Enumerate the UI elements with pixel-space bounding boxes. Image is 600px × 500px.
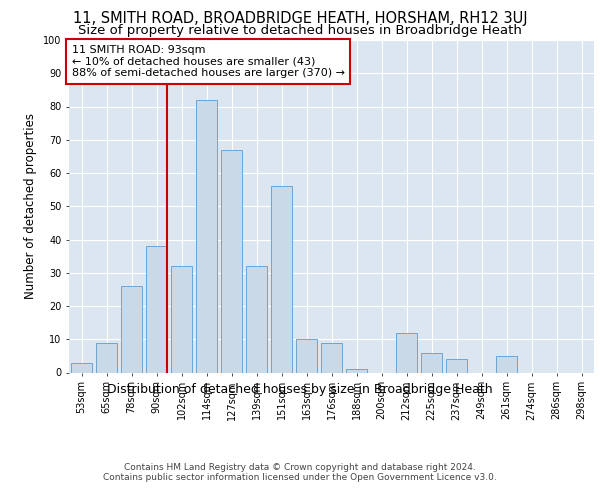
- Bar: [246, 266, 267, 372]
- Bar: [321, 342, 342, 372]
- Bar: [346, 369, 367, 372]
- Bar: [96, 342, 117, 372]
- Text: Distribution of detached houses by size in Broadbridge Heath: Distribution of detached houses by size …: [107, 382, 493, 396]
- Bar: [496, 356, 517, 372]
- Bar: [121, 286, 142, 372]
- Bar: [221, 150, 242, 372]
- Text: Contains HM Land Registry data © Crown copyright and database right 2024.
Contai: Contains HM Land Registry data © Crown c…: [103, 462, 497, 482]
- Bar: [71, 362, 92, 372]
- Text: 11, SMITH ROAD, BROADBRIDGE HEATH, HORSHAM, RH12 3UJ: 11, SMITH ROAD, BROADBRIDGE HEATH, HORSH…: [73, 11, 527, 26]
- Text: 11 SMITH ROAD: 93sqm
← 10% of detached houses are smaller (43)
88% of semi-detac: 11 SMITH ROAD: 93sqm ← 10% of detached h…: [71, 45, 344, 78]
- Bar: [296, 339, 317, 372]
- Bar: [271, 186, 292, 372]
- Bar: [171, 266, 192, 372]
- Text: Size of property relative to detached houses in Broadbridge Heath: Size of property relative to detached ho…: [78, 24, 522, 37]
- Bar: [146, 246, 167, 372]
- Bar: [421, 352, 442, 372]
- Y-axis label: Number of detached properties: Number of detached properties: [25, 114, 37, 299]
- Bar: [196, 100, 217, 372]
- Bar: [396, 332, 417, 372]
- Bar: [446, 359, 467, 372]
